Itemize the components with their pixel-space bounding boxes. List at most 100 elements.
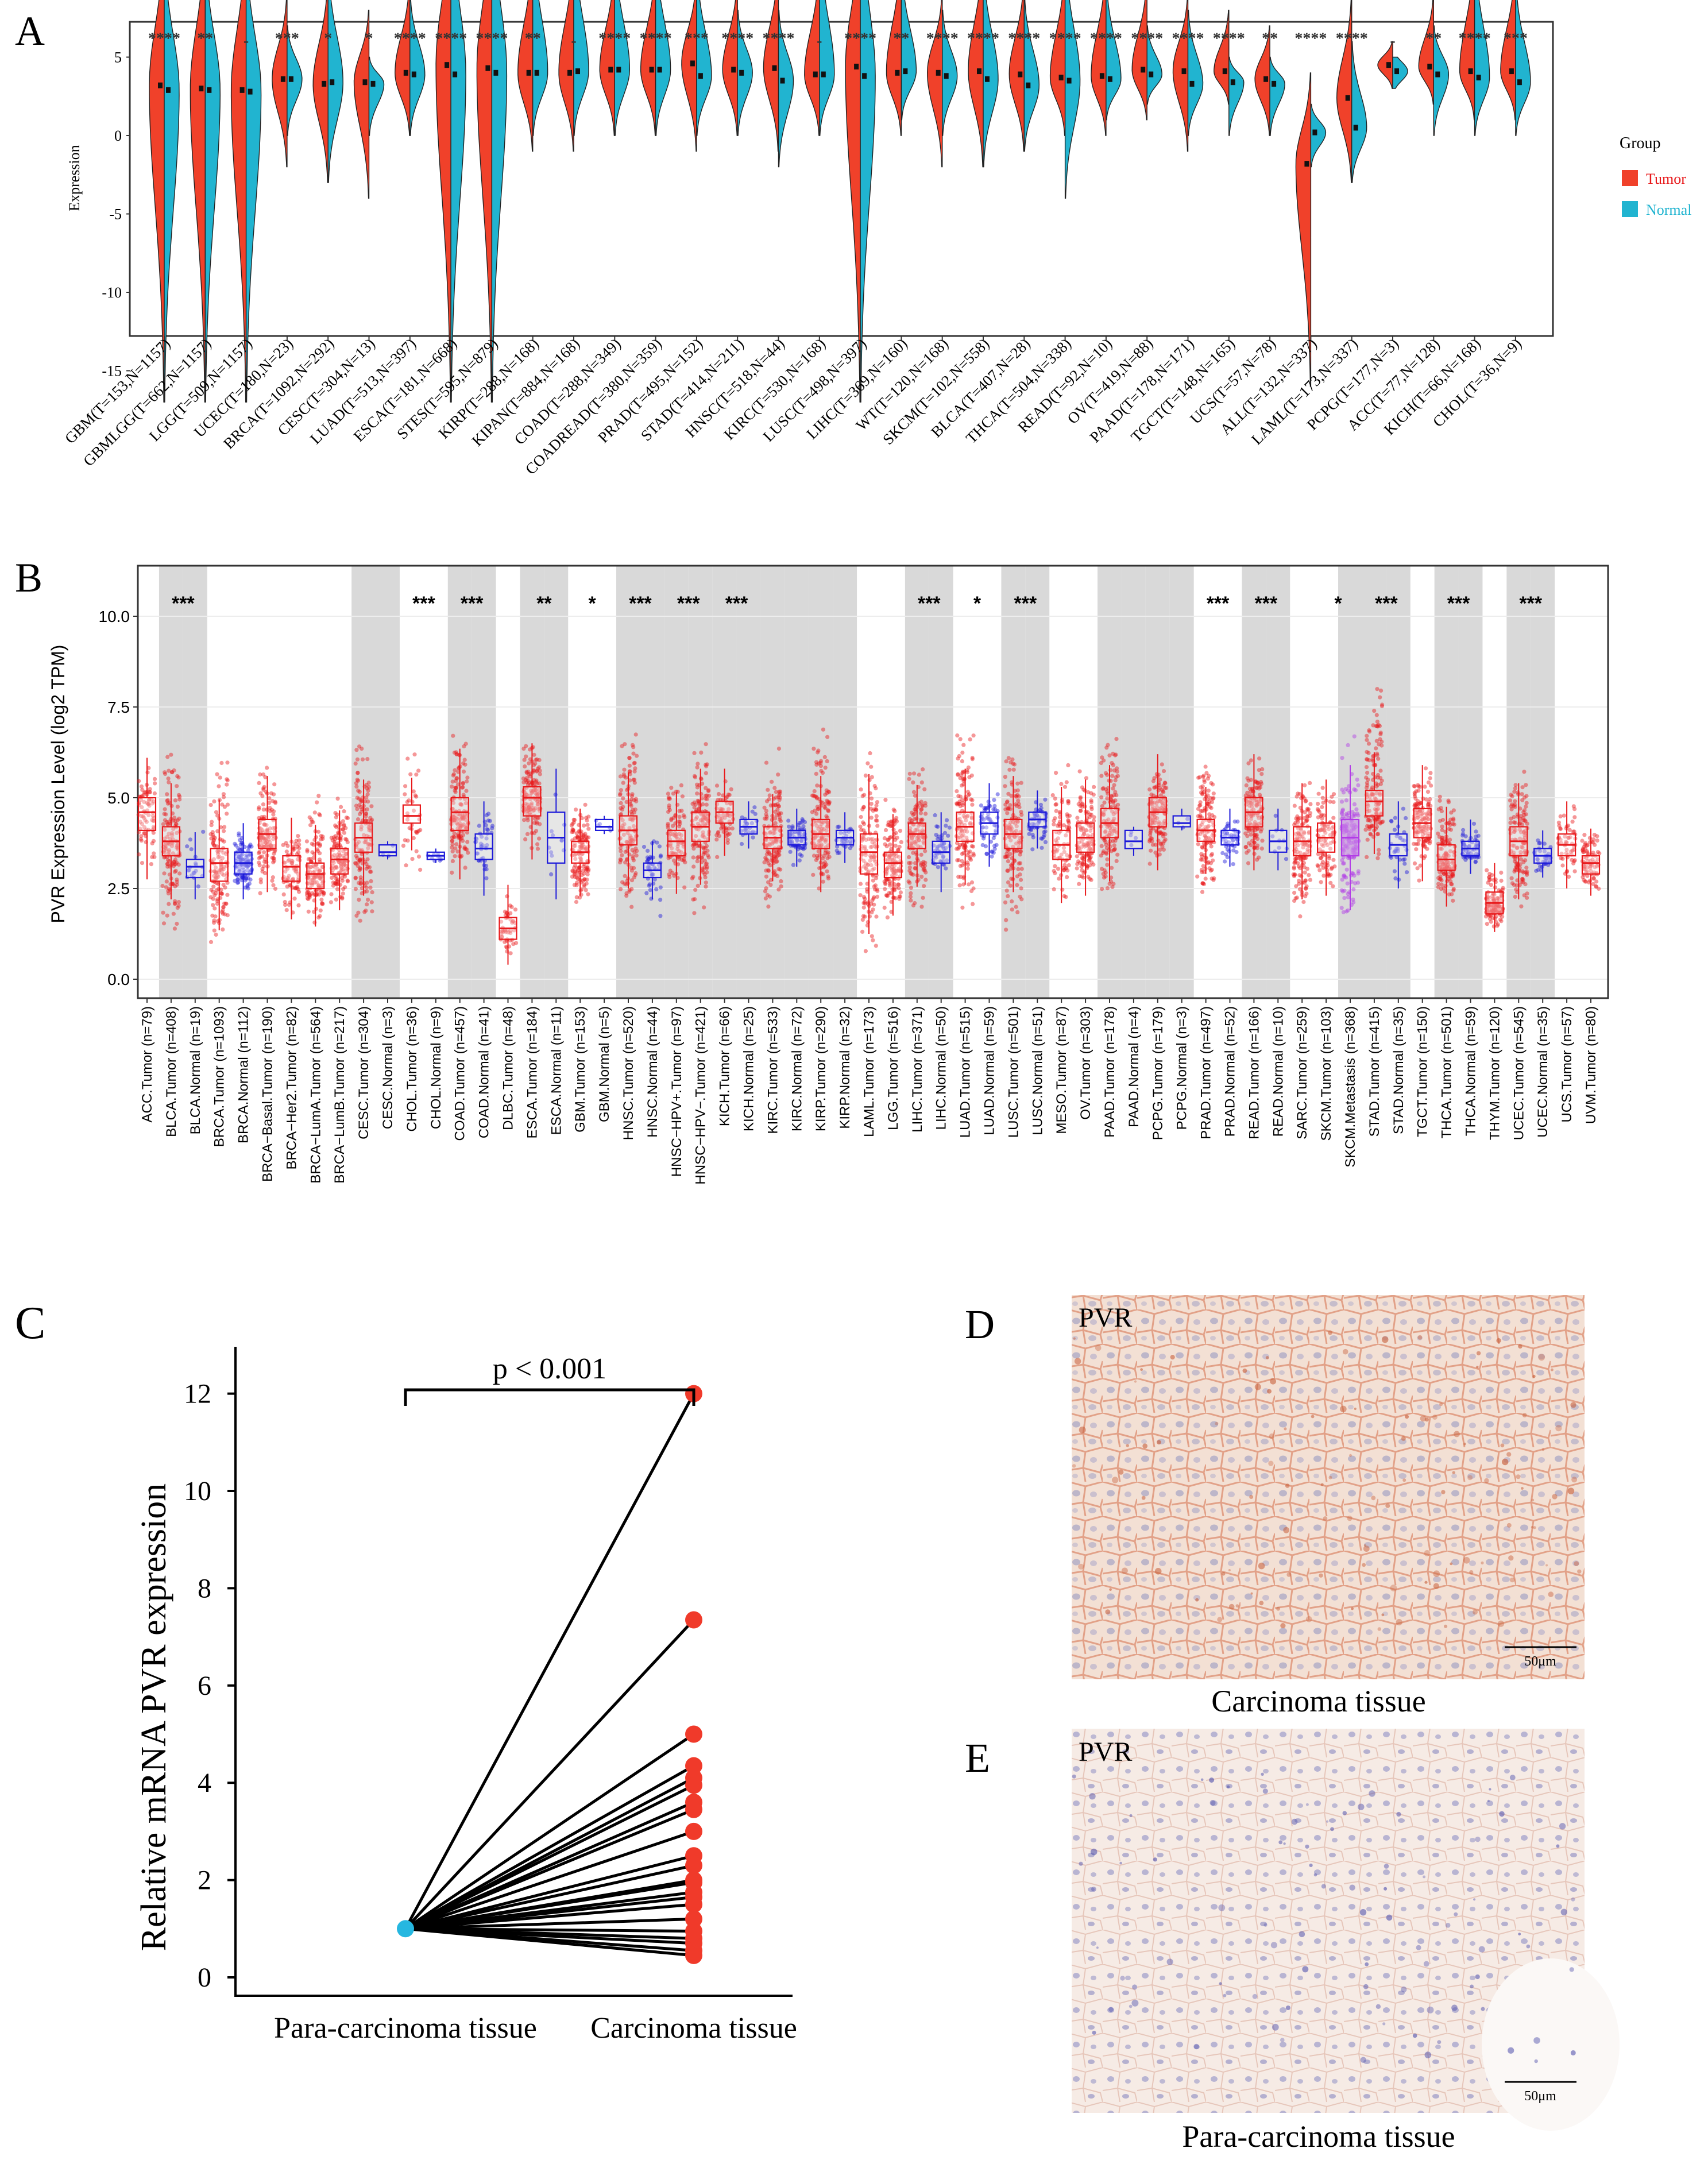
data-point: [225, 783, 229, 787]
significance-mark: ****: [1336, 30, 1368, 48]
data-point: [659, 886, 663, 890]
data-point: [581, 834, 585, 838]
panel-a-frame: [130, 22, 1553, 336]
data-point: [875, 814, 879, 818]
data-point: [354, 854, 358, 858]
data-point: [163, 770, 167, 774]
data-point: [140, 785, 144, 789]
data-point: [410, 857, 414, 861]
data-point: [523, 764, 527, 768]
data-point: [297, 843, 301, 847]
data-point: [1196, 807, 1200, 811]
data-point: [329, 900, 333, 904]
data-point: [1148, 861, 1152, 865]
data-point: [1068, 814, 1072, 818]
data-point: [509, 951, 513, 955]
data-point: [871, 897, 875, 901]
data-point: [696, 855, 700, 859]
data-point: [1051, 793, 1055, 797]
data-point: [826, 800, 830, 804]
box-group: [1195, 764, 1216, 894]
data-point: [659, 853, 663, 857]
data-point: [1027, 827, 1031, 831]
violin-median-tumor: [936, 70, 941, 76]
violin-tumor: [1337, 0, 1352, 183]
data-point: [410, 800, 414, 804]
data-point: [524, 755, 528, 759]
data-point: [334, 834, 338, 838]
data-point: [971, 902, 975, 906]
violin-median-tumor: [650, 67, 654, 72]
data-point: [648, 888, 652, 892]
data-point: [693, 775, 697, 779]
data-point: [1019, 886, 1023, 890]
data-point: [1220, 851, 1224, 855]
data-point: [148, 790, 152, 794]
data-point: [412, 752, 416, 756]
data-point: [624, 850, 628, 854]
data-point: [695, 791, 699, 795]
data-point: [1076, 859, 1080, 863]
data-point: [221, 905, 225, 909]
data-point: [776, 887, 780, 891]
data-point: [177, 793, 181, 797]
violin-normal: [328, 0, 343, 183]
data-point: [414, 795, 418, 799]
data-point: [586, 827, 590, 831]
data-point: [1226, 855, 1230, 859]
y-tick-label: -10: [102, 284, 122, 301]
data-point: [1052, 887, 1056, 891]
data-point: [799, 846, 803, 850]
data-point: [167, 891, 171, 895]
data-point: [623, 882, 627, 886]
data-point: [174, 869, 178, 873]
data-point: [1295, 895, 1299, 899]
data-point: [1053, 871, 1057, 875]
panel-a-violins: [149, 0, 1531, 402]
data-point: [1052, 822, 1056, 826]
significance-mark: -: [571, 32, 576, 50]
data-point: [859, 787, 863, 791]
data-point: [919, 799, 923, 803]
data-point: [160, 884, 164, 888]
data-point: [1149, 849, 1153, 853]
data-point: [488, 819, 492, 823]
data-point: [1115, 766, 1119, 770]
data-point: [582, 824, 586, 828]
data-point: [861, 918, 865, 922]
group-shade: [1170, 566, 1194, 998]
data-point: [297, 846, 301, 850]
data-point: [912, 771, 916, 775]
data-point: [329, 892, 333, 896]
data-point: [944, 824, 948, 828]
data-point: [658, 844, 662, 848]
data-point: [312, 921, 316, 925]
significance-mark: **: [1262, 30, 1278, 48]
data-point: [888, 883, 892, 887]
data-point: [221, 928, 225, 932]
data-point: [692, 751, 696, 755]
data-point: [1012, 768, 1016, 772]
data-point: [909, 895, 913, 899]
data-point: [955, 733, 959, 737]
data-point: [884, 878, 888, 882]
data-point: [1293, 873, 1297, 877]
data-point: [775, 874, 779, 878]
data-point: [225, 760, 229, 764]
data-point: [1260, 847, 1264, 851]
data-point: [691, 875, 695, 879]
data-point: [865, 762, 870, 766]
violin-median-tumor: [1469, 68, 1473, 74]
data-point: [1043, 798, 1047, 802]
data-point: [354, 748, 358, 752]
data-point: [177, 871, 181, 875]
violin-median-tumor: [567, 70, 572, 76]
data-point: [647, 884, 651, 888]
data-point: [911, 873, 915, 877]
data-point: [281, 843, 285, 847]
data-point: [695, 783, 699, 787]
violin-median-tumor: [690, 60, 695, 66]
violin-median-normal: [821, 72, 826, 78]
data-point: [702, 850, 706, 854]
data-point: [1303, 871, 1307, 875]
